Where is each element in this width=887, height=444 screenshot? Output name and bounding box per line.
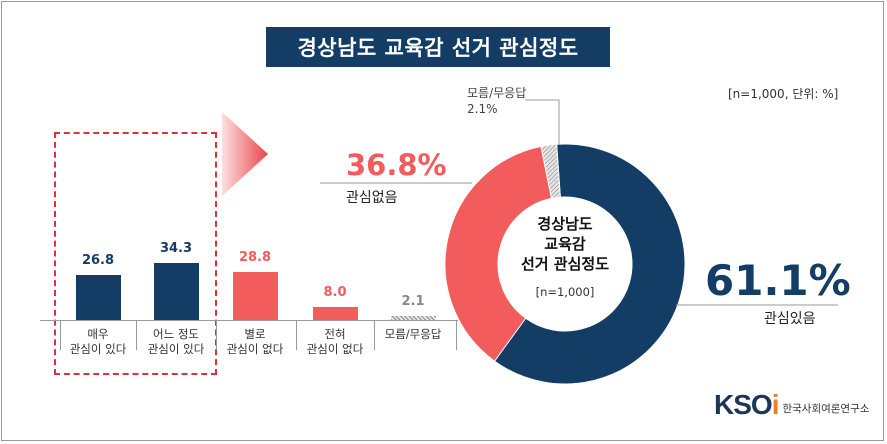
bar-value-label-1: 26.8 xyxy=(81,253,115,269)
bar-2 xyxy=(153,262,199,320)
bar-category-label-5: 모름/무응답 xyxy=(384,327,442,341)
axis-divider xyxy=(136,320,137,350)
donut-center-title: 경상남도 교육감 선거 관심정도 xyxy=(520,215,610,273)
axis-divider xyxy=(296,320,297,350)
logo-mark: KSOi xyxy=(714,389,779,420)
bar-value-label-3: 28.8 xyxy=(238,249,272,265)
donut-slice-1 xyxy=(493,143,686,385)
bar-axis xyxy=(40,320,458,321)
no-interest-label: 관심없음 xyxy=(346,190,398,206)
interest-label: 관심있음 xyxy=(764,311,816,327)
unknown-percent: 2.1% xyxy=(467,102,498,116)
bar-category-label-3: 별로 관심이 없다 xyxy=(226,327,284,356)
chart-title: 경상남도 교육감 선거 관심정도 xyxy=(266,27,610,67)
no-interest-percent: 36.8% xyxy=(346,148,447,182)
bar-value-label-2: 34.3 xyxy=(159,240,193,256)
donut-center-note: [n=1,000] xyxy=(535,285,595,299)
bar-value-label-5: 2.1 xyxy=(401,294,425,310)
bar-value-label-4: 8.0 xyxy=(323,284,347,300)
logo-org-name: 한국사회여론연구소 xyxy=(782,402,870,415)
bar-category-label-2: 어느 정도 관심이 있다 xyxy=(147,327,205,356)
bar-category-label-1: 매우 관심이 있다 xyxy=(69,327,127,356)
sample-note: [n=1,000, 단위: %] xyxy=(728,87,839,101)
axis-divider xyxy=(456,320,457,350)
interest-highlight-box xyxy=(54,132,217,375)
bar-5 xyxy=(390,316,436,320)
axis-divider xyxy=(60,320,61,350)
bar-1 xyxy=(75,275,121,320)
bar-4 xyxy=(312,306,358,320)
bar-category-label-4: 전혀 관심이 없다 xyxy=(306,327,364,356)
arrow-icon xyxy=(222,112,268,196)
ksoi-logo: KSOi 한국사회여론연구소 xyxy=(714,389,869,421)
axis-divider xyxy=(216,320,217,350)
axis-divider xyxy=(374,320,375,350)
donut-slice-2 xyxy=(444,145,553,362)
leader-line-unknown xyxy=(525,99,560,145)
unknown-label: 모름/무응답 xyxy=(467,86,527,100)
donut-slice-3 xyxy=(540,143,561,199)
bar-3 xyxy=(232,271,278,320)
interest-percent: 61.1% xyxy=(705,256,851,305)
